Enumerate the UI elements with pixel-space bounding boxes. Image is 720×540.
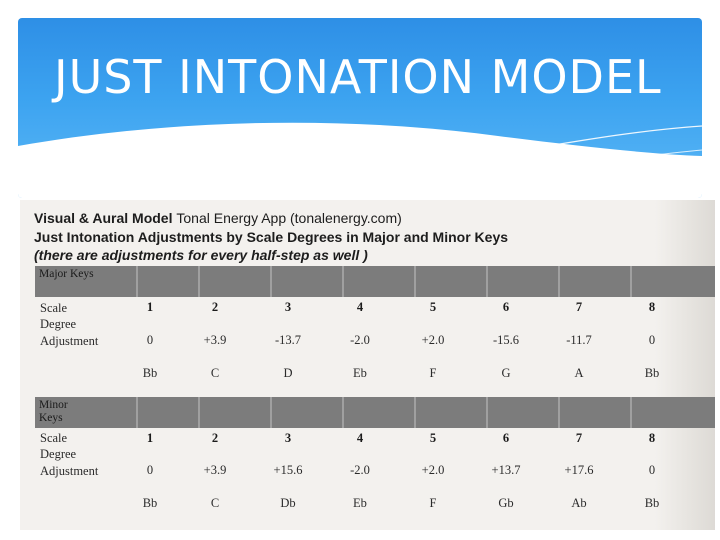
note-cell: Gb [498, 496, 514, 510]
scale-degree-cell: 1 [146, 431, 154, 445]
scale-degree-cell: 2 [211, 300, 219, 314]
adjustment-cell: +3.9 [203, 463, 227, 477]
adjustment-cell: -15.6 [492, 333, 520, 347]
band-cell [138, 397, 200, 428]
minor-adjustment-label: Adjustment [40, 464, 99, 478]
adjustment-cell: 0 [146, 333, 154, 347]
major-keys-label: Major Keys [39, 268, 94, 280]
adjustment-cell: +13.7 [491, 463, 521, 477]
band-cell [560, 397, 632, 428]
adjustment-cell: +2.0 [421, 463, 445, 477]
scale-degree-cell: 6 [502, 300, 510, 314]
band-cell [560, 266, 632, 297]
decorative-wave [18, 122, 702, 198]
scale-degree-cell: 4 [356, 300, 364, 314]
adjustment-cell: -2.0 [350, 463, 370, 477]
scale-degree-cell: 5 [429, 300, 437, 314]
adjustment-cell: +17.6 [564, 463, 594, 477]
note-cell: C [210, 496, 220, 510]
adjustment-cell: +15.6 [273, 463, 303, 477]
band-cell [35, 397, 138, 428]
note-cell: F [429, 496, 437, 510]
band-cell [488, 266, 560, 297]
band-cell [35, 266, 138, 297]
note-cell: F [429, 366, 437, 380]
note-cell: D [283, 366, 293, 380]
band-cell [200, 397, 272, 428]
slide-title: JUST INTONATION MODEL [54, 50, 662, 104]
photo-shadow [655, 200, 715, 530]
scale-degree-cell: 8 [648, 431, 656, 445]
scale-degree-cell: 1 [146, 300, 154, 314]
adjustment-cell: -2.0 [350, 333, 370, 347]
note-cell: C [210, 366, 220, 380]
scale-degree-cell: 7 [575, 300, 583, 314]
note-cell: G [501, 366, 511, 380]
major-keys-band: Major Keys [35, 266, 715, 297]
band-cell [138, 266, 200, 297]
adjustment-cell: +2.0 [421, 333, 445, 347]
minor-scale-degree-label: Scale Degree [40, 431, 77, 461]
table-photo: Visual & Aural Model Tonal Energy App (t… [20, 200, 715, 530]
adjustment-cell: 0 [648, 463, 656, 477]
heading-line-1: Visual & Aural Model Tonal Energy App (t… [34, 210, 402, 226]
note-cell: Bb [644, 366, 660, 380]
band-cell [272, 266, 344, 297]
note-cell: Eb [353, 496, 367, 510]
band-cell [416, 397, 488, 428]
band-cell [344, 397, 416, 428]
adjustment-cell: -13.7 [274, 333, 302, 347]
band-cell [344, 266, 416, 297]
note-cell: Bb [142, 496, 158, 510]
scale-degree-cell: 8 [648, 300, 656, 314]
scale-degree-cell: 4 [356, 431, 364, 445]
major-scale-degree-label: Scale Degree [40, 301, 77, 331]
title-banner: JUST INTONATION MODEL [18, 18, 702, 198]
note-cell: Bb [142, 366, 158, 380]
band-cell [272, 397, 344, 428]
adjustment-cell: +3.9 [203, 333, 227, 347]
scale-degree-cell: 6 [502, 431, 510, 445]
note-cell: Bb [644, 496, 660, 510]
major-adjustment-label: Adjustment [40, 334, 99, 348]
heading-light: Tonal Energy App (tonalenergy.com) [176, 210, 402, 226]
scale-degree-cell: 2 [211, 431, 219, 445]
minor-keys-band: Minor Keys [35, 397, 715, 428]
minor-keys-label: Minor Keys [39, 399, 68, 424]
adjustment-cell: 0 [146, 463, 154, 477]
scale-degree-cell: 7 [575, 431, 583, 445]
band-cell [416, 266, 488, 297]
note-cell: Ab [571, 496, 587, 510]
band-cell [200, 266, 272, 297]
heading-line-3: (there are adjustments for every half-st… [34, 247, 368, 263]
heading-bold: Visual & Aural Model [34, 210, 173, 226]
note-cell: Db [280, 496, 296, 510]
band-cell [488, 397, 560, 428]
heading-line-2: Just Intonation Adjustments by Scale Deg… [34, 229, 509, 245]
note-cell: Eb [353, 366, 367, 380]
scale-degree-cell: 3 [284, 431, 292, 445]
adjustment-cell: 0 [648, 333, 656, 347]
adjustment-cell: -11.7 [566, 333, 592, 347]
scale-degree-cell: 5 [429, 431, 437, 445]
note-cell: A [574, 366, 584, 380]
scale-degree-cell: 3 [284, 300, 292, 314]
